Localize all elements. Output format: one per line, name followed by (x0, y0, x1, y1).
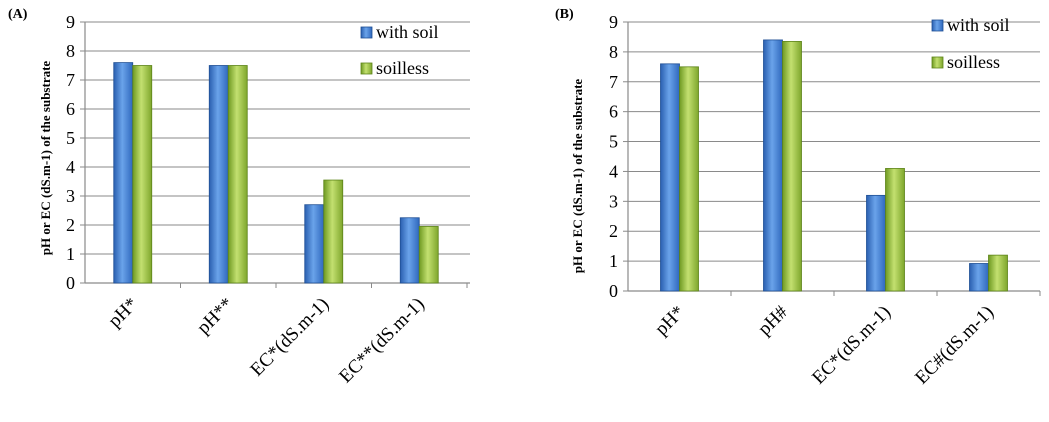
y-tick-label: 2 (66, 215, 75, 235)
panel-label: (A) (8, 7, 28, 22)
bar-soilless-3 (885, 168, 905, 292)
y-tick-label: 3 (609, 191, 618, 211)
bar-with-soil-2 (208, 65, 229, 284)
chart-panel-b: (B) pH or EC (dS.m-1) of the substrate 0 1 2… (555, 7, 1041, 389)
bar-with-soil-3 (304, 204, 325, 284)
y-tick-label: 0 (609, 281, 618, 301)
y-tick-label: 1 (66, 244, 75, 264)
y-tick-label: 5 (609, 132, 618, 152)
bar-with-soil-1 (660, 63, 680, 292)
bar-soilless-2 (227, 65, 248, 284)
bar-with-soil-3 (866, 194, 886, 292)
y-tick-label: 4 (66, 157, 75, 177)
y-tick-label: 5 (66, 128, 75, 148)
y-tick-label: 9 (66, 12, 75, 32)
y-tick-label: 7 (609, 72, 618, 92)
chart-panel-a: (A) pH or EC (dS.m-1) of the substrate 0 1 2… (8, 7, 470, 387)
legend-swatch-with-soil (931, 19, 944, 32)
legend-swatch-soilless (360, 62, 373, 75)
y-tick-label: 3 (66, 186, 75, 206)
y-tick-label: 9 (609, 12, 618, 32)
x-tick-label: pH* (104, 294, 142, 332)
y-tick-label: 8 (609, 42, 618, 62)
y-axis-title: pH or EC (dS.m-1) of the substrate (38, 61, 53, 256)
legend-swatch-soilless (931, 56, 944, 69)
bar-soilless-1 (679, 66, 699, 292)
bar-with-soil-4 (969, 263, 989, 292)
legend-label-soilless: soilless (376, 58, 429, 78)
x-tick-label: pH* (651, 302, 689, 340)
legend-swatch-with-soil (360, 26, 373, 39)
y-tick-label: 8 (66, 41, 75, 61)
legend-label-with-soil: with soil (376, 22, 439, 42)
y-axis-title: pH or EC (dS.m-1) of the substrate (570, 79, 585, 274)
y-tick-label: 6 (609, 102, 618, 122)
legend-label-soilless: soilless (947, 52, 1000, 72)
y-tick-label: 4 (609, 161, 618, 181)
bar-soilless-3 (323, 179, 344, 284)
bar-soilless-4 (418, 226, 439, 284)
y-tick-label: 1 (609, 251, 618, 271)
bar-soilless-4 (988, 254, 1008, 292)
y-tick-label: 0 (66, 273, 75, 293)
bar-with-soil-2 (763, 39, 783, 292)
y-tick-label: 2 (609, 221, 618, 241)
x-tick-label: EC*(dS.m-1) (808, 302, 895, 389)
x-tick-label: pH** (193, 294, 238, 339)
x-tick-label: EC#(dS.m-1) (911, 302, 998, 389)
legend-label-with-soil: with soil (947, 15, 1010, 35)
y-tick-label: 7 (66, 70, 75, 90)
bar-with-soil-1 (113, 62, 134, 284)
bar-soilless-2 (782, 41, 802, 292)
y-tick-label: 6 (66, 99, 75, 119)
x-tick-label: EC**(dS.m-1) (335, 294, 429, 388)
x-tick-label: EC*(dS.m-1) (246, 294, 333, 381)
panel-label: (B) (555, 7, 574, 22)
bar-soilless-1 (132, 65, 153, 284)
bar-with-soil-4 (399, 217, 420, 284)
x-tick-label: pH# (754, 301, 792, 339)
